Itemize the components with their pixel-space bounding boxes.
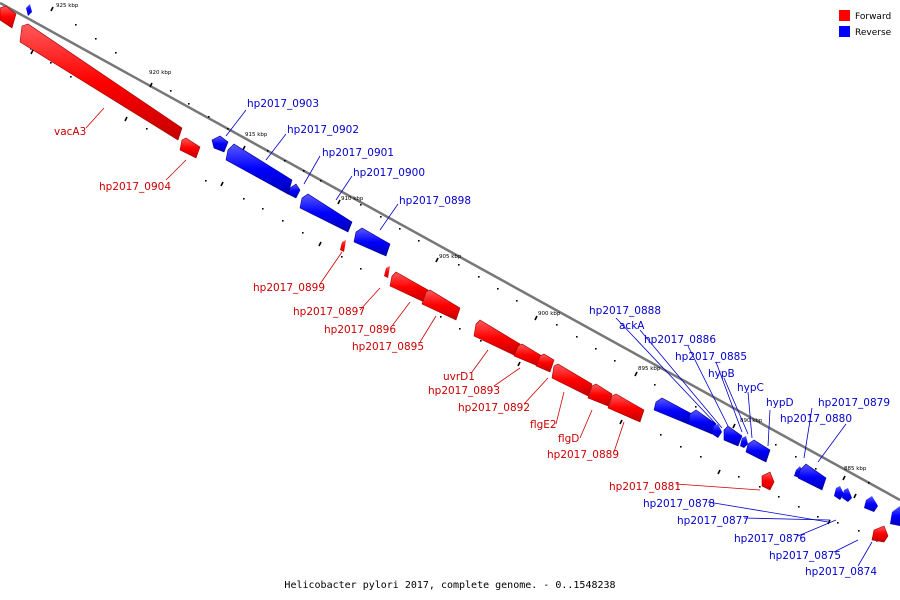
gene-flgE2[interactable] [551,363,593,397]
tick-label: 895 kbp [638,366,661,372]
gene-hp2017_0902[interactable] [225,143,293,195]
gene-label: hp2017_0900 [353,167,425,179]
gene-label: hp2017_0877 [677,515,749,527]
gene-hp2017_0888[interactable] [653,397,693,425]
gene-label: hp2017_0895 [352,341,424,353]
legend-reverse-swatch [839,26,850,37]
gene-label: hp2017_0875 [769,550,841,562]
gene-hp2017_0877[interactable] [842,488,852,502]
scale-dots-lower [30,48,878,542]
gene-label: ackA [619,320,645,332]
genome-backbone [0,1,900,502]
tick-label: 920 kbp [149,70,172,76]
gene-label: hp2017_0893 [428,385,500,397]
gene-label: vacA3 [54,126,86,138]
legend-reverse-label: Reverse [855,28,892,38]
gene-hp2017_0903[interactable] [211,135,229,153]
gene-vacA3[interactable] [19,23,183,141]
gene-hp2017_0896[interactable] [389,271,429,303]
gene-hp2017_0899[interactable] [340,240,346,252]
reverse-labels: hp2017_0903 hp2017_0902 hp2017_0901 hp20… [247,98,890,578]
gene-hp2017_0886[interactable] [712,424,722,438]
gene-hp2017_0900[interactable] [299,193,353,233]
gene-label: hp2017_0880 [780,413,852,425]
gene-label: hp2017_0899 [253,282,325,294]
gene-hp2017_0904[interactable] [179,137,201,159]
tick-labels: 925 kbp 920 kbp 915 kbp 910 kbp 905 kbp … [56,3,867,472]
gene-hp2017_0901[interactable] [287,183,301,199]
gene-label: hp2017_0888 [589,305,661,317]
gene-label: hp2017_0874 [805,566,877,578]
gene-hypC[interactable] [745,439,771,463]
gene-label: hypC [737,382,764,394]
gene-hp2017_0895[interactable] [421,289,461,321]
scale-dots-upper [75,24,870,484]
gene-label: hp2017_0902 [287,124,359,136]
gene-label: hp2017_0896 [324,324,396,336]
gene-hp2017_0879[interactable] [797,463,827,491]
gene-label: hp2017_0886 [644,334,716,346]
gene-hp2017_0889[interactable] [607,393,645,423]
gene-uvrD1[interactable] [473,319,521,357]
forward-genes [0,5,889,543]
gene-label: hp2017_0889 [547,449,619,461]
gene-forward-block[interactable] [0,5,17,29]
gene-label: hp2017_0897 [293,306,365,318]
legend-forward-swatch [839,10,850,21]
reverse-genes [26,4,900,526]
gene-hp2017_0897[interactable] [384,266,390,278]
tick-label: 900 kbp [538,311,561,317]
gene-label: uvrD1 [443,371,475,383]
gene-label: hp2017_0903 [247,98,319,110]
gene-reverse-block[interactable] [26,4,32,16]
tick-label: 885 kbp [844,466,867,472]
legend: Forward Reverse [839,10,892,38]
tick-label: 890 kbp [740,418,763,424]
tick-label: 910 kbp [341,196,364,202]
gene-label: hp2017_0876 [734,533,806,545]
gene-label: hypD [766,397,794,409]
tick-label: 915 kbp [245,132,268,138]
gene-hp2017_0878[interactable] [834,486,844,500]
gene-label: hp2017_0879 [818,397,890,409]
reverse-leader-lines [225,109,873,567]
gene-hp2017_0875[interactable] [890,506,900,526]
gene-flgD[interactable] [587,383,613,407]
gene-label: flgE2 [530,419,557,431]
gene-hp2017_0874[interactable] [871,525,889,543]
gene-hp2017_0885[interactable] [723,425,743,447]
gene-hp2017_0892[interactable] [535,353,555,373]
major-ticks [30,6,857,525]
gene-label: flgD [558,433,579,445]
gene-ackA[interactable] [687,409,717,435]
gene-label: hp2017_0901 [322,147,394,159]
gene-label: hp2017_0892 [458,402,530,414]
gene-hp2017_0898[interactable] [353,227,391,257]
gene-hp2017_0881[interactable] [761,471,775,491]
gene-label: hp2017_0878 [643,498,715,510]
gene-label: hp2017_0885 [675,351,747,363]
gene-label: hypB [708,368,735,380]
gene-hypB[interactable] [740,436,748,448]
gene-label: hp2017_0898 [399,195,471,207]
gene-label: hp2017_0904 [99,181,171,193]
tick-label: 905 kbp [439,254,462,260]
gene-hp2017_0876[interactable] [864,496,878,512]
tick-label: 925 kbp [56,3,79,9]
gene-label: hp2017_0881 [609,481,681,493]
forward-leader-lines [85,107,761,491]
forward-labels: vacA3 hp2017_0904 hp2017_0899 hp2017_089… [54,126,681,493]
legend-forward-label: Forward [855,12,891,22]
map-caption: Helicobacter pylori 2017, complete genom… [284,580,615,591]
